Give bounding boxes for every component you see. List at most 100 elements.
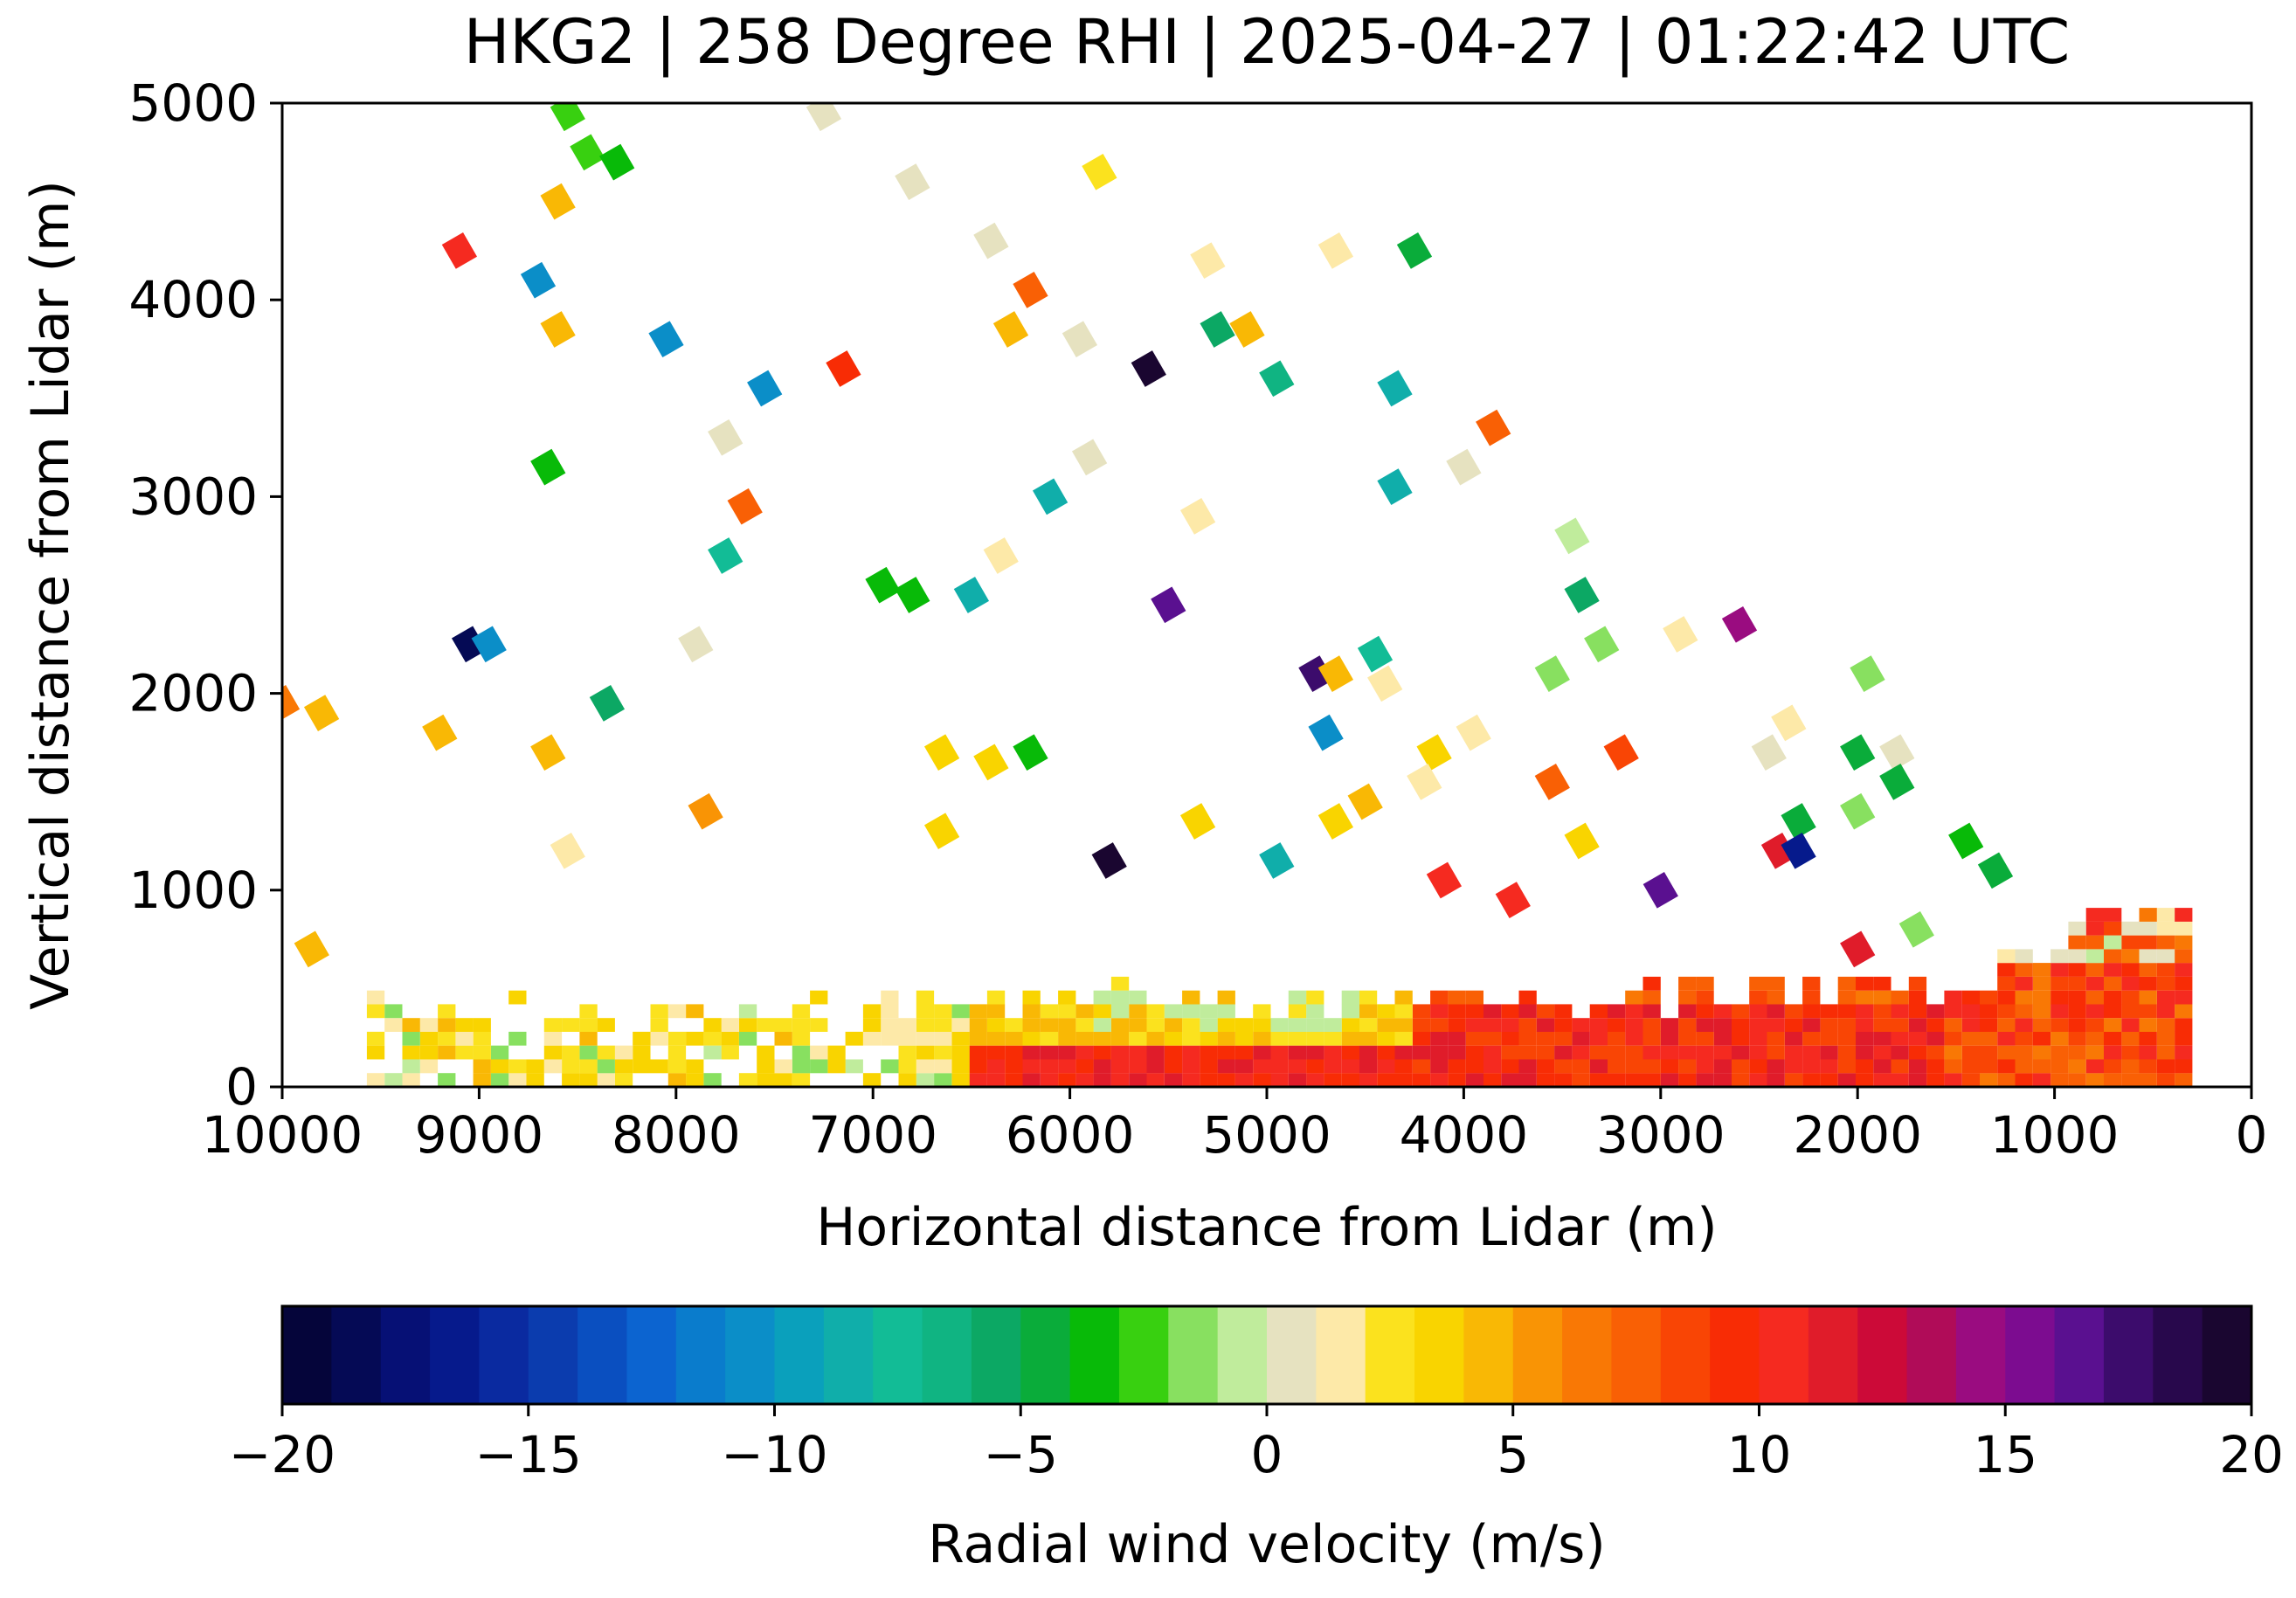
sector-cell: [757, 1045, 775, 1060]
sector-cell: [2156, 908, 2175, 922]
sector-cell: [738, 1018, 757, 1032]
sector-cell: [366, 1004, 385, 1019]
sector-cell: [1997, 1018, 2016, 1032]
sector-cell: [438, 1004, 456, 1019]
sector-cell: [1306, 1045, 1324, 1060]
data-point: [599, 143, 635, 181]
colorbar-tick-label: 0: [1251, 1425, 1283, 1484]
sector-cell: [1200, 1059, 1218, 1074]
sector-cell: [2032, 976, 2051, 991]
sector-cell: [1979, 1045, 1998, 1060]
sector-cell: [1731, 1073, 1750, 1087]
sector-cell: [1926, 1031, 1945, 1046]
sector-cell: [402, 1059, 420, 1074]
data-point: [1495, 882, 1531, 918]
data-point: [1850, 655, 1885, 692]
sector-cell: [667, 1031, 687, 1046]
sector-cell: [1979, 1018, 1998, 1032]
sector-cell: [562, 1073, 580, 1087]
sector-cell: [633, 1059, 651, 1074]
sector-cell: [402, 1018, 420, 1032]
sector-cell: [703, 1031, 722, 1046]
sector-cell: [667, 1004, 687, 1019]
sector-cell: [2015, 990, 2033, 1005]
sector-cell: [916, 1073, 935, 1087]
sector-cell: [579, 1073, 598, 1087]
sector-cell: [1394, 990, 1413, 1005]
sector-cell: [1359, 1045, 1378, 1060]
sector-cell: [1855, 1059, 1874, 1074]
sector-cell: [810, 1045, 828, 1060]
sector-cell: [969, 1045, 987, 1060]
sector-cell: [2085, 1073, 2104, 1087]
colorbar-swatch: [823, 1306, 874, 1404]
data-point: [1840, 792, 1876, 830]
sector-cell: [1217, 1004, 1235, 1019]
sector-cell: [1394, 1004, 1413, 1019]
y-axis-ticks: 0 1000 2000 3000 4000 5000: [128, 73, 282, 1117]
colorbar-swatch: [1611, 1306, 1662, 1404]
sector-cell: [1642, 1004, 1661, 1019]
sector-cell: [2015, 1045, 2033, 1060]
sector-cell: [1908, 976, 1927, 991]
sector-cell: [1040, 1004, 1059, 1019]
sector-cell: [2175, 990, 2193, 1005]
sector-cell: [1572, 1018, 1590, 1032]
sector-cell: [597, 1059, 615, 1074]
colorbar-swatch: [380, 1306, 431, 1404]
sector-cell: [366, 1031, 385, 1046]
sector-cell: [721, 1031, 739, 1046]
sector-cell: [1058, 1018, 1076, 1032]
sector-cell: [2032, 1045, 2051, 1060]
data-point: [1357, 635, 1394, 673]
sector-cell: [1855, 1045, 1874, 1060]
sector-cell: [1412, 1018, 1431, 1032]
sector-cell: [1589, 1045, 1608, 1060]
sector-cell: [2015, 1073, 2033, 1087]
sector-cell: [1536, 1073, 1555, 1087]
sector-cell: [1182, 1018, 1200, 1032]
sector-cell: [2104, 963, 2122, 977]
sector-cell: [986, 990, 1006, 1005]
sector-cell: [2139, 949, 2157, 964]
sector-cell: [1465, 1045, 1483, 1060]
sector-cell: [2175, 935, 2193, 950]
data-point: [1062, 321, 1098, 358]
sector-cell: [1022, 1073, 1041, 1087]
sector-cell: [1217, 990, 1235, 1005]
sector-cell: [1696, 990, 1714, 1005]
data-point: [1840, 734, 1876, 771]
sector-cell: [402, 1045, 420, 1060]
sector-cell: [2104, 949, 2122, 964]
sector-cell: [2050, 963, 2069, 977]
sector-cell: [455, 1031, 474, 1046]
sector-cell: [2032, 1004, 2051, 1019]
data-point: [923, 734, 960, 771]
sector-cell: [1253, 1073, 1271, 1087]
data-point: [589, 685, 626, 722]
sector-cell: [703, 1018, 722, 1032]
sector-cell: [1607, 1031, 1626, 1046]
sector-cell: [2139, 1004, 2157, 1019]
sector-cell: [2104, 921, 2122, 936]
sector-cell: [438, 1031, 456, 1046]
sector-cell: [1837, 1059, 1856, 1074]
data-point: [1426, 861, 1463, 899]
sector-cell: [951, 1004, 970, 1019]
sector-cell: [384, 1073, 403, 1087]
sector-cell: [667, 1059, 687, 1074]
x-tick-label: 3000: [1596, 1105, 1725, 1165]
data-point: [1663, 616, 1698, 653]
sector-cell: [881, 1031, 899, 1046]
sector-cell: [2121, 1031, 2140, 1046]
sector-cell: [490, 1059, 509, 1074]
sector-cell: [2156, 990, 2175, 1005]
sector-cell: [2085, 908, 2104, 922]
sector-cell: [986, 1045, 1006, 1060]
sector-cell: [1288, 1031, 1307, 1046]
sector-cell: [2175, 963, 2193, 977]
sector-cell: [2121, 976, 2140, 991]
sector-cell: [2032, 1031, 2051, 1046]
sector-cell: [1660, 1018, 1679, 1032]
data-point: [973, 744, 1009, 781]
